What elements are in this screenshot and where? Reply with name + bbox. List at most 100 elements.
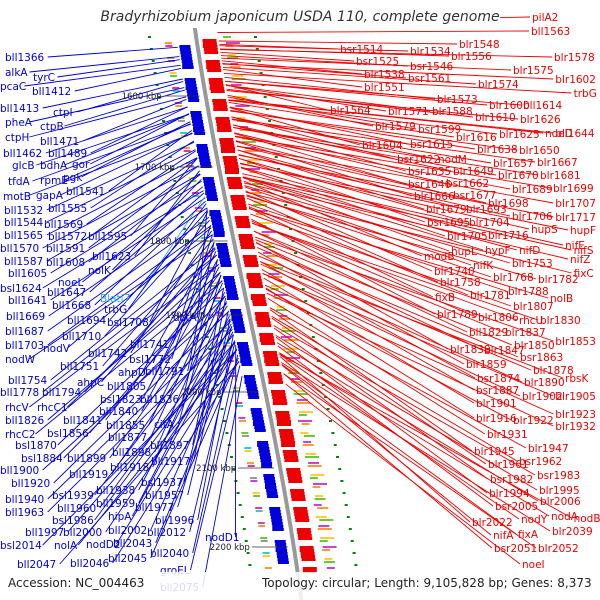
tick-dot: [314, 348, 318, 350]
tick-dot: [183, 228, 187, 230]
label-connector: [90, 157, 198, 237]
label-connector: [260, 263, 523, 383]
gene-label: blr1657: [493, 158, 534, 170]
forward-strand-gene: [235, 219, 250, 222]
forward-strand-gene: [244, 264, 259, 267]
label-connector: [218, 40, 458, 45]
forward-strand-gene: [226, 177, 241, 180]
tick-dot: [326, 408, 330, 410]
label-connector: [234, 135, 552, 189]
reverse-strand-gene: [260, 456, 271, 459]
gene-label: bll1754: [8, 375, 48, 387]
label-connector: [196, 208, 208, 318]
label-connector: [149, 211, 209, 323]
forward-strand-gene: [291, 495, 306, 498]
gene-label: blr1901: [476, 398, 517, 410]
accession-text: Accession: NC_004463: [8, 576, 144, 590]
feature-mark: [183, 150, 191, 152]
forward-strand-gene: [281, 441, 296, 447]
feature-mark: [308, 462, 320, 464]
gene-label: blr1717: [555, 212, 596, 224]
tick-dot: [190, 264, 194, 266]
reverse-strand-gene: [184, 78, 196, 81]
gene-label: nolB: [550, 293, 573, 305]
label-connector: [251, 222, 539, 321]
gene-label: blr1768: [493, 272, 534, 284]
label-connector: [47, 272, 221, 421]
label-connector: [281, 364, 517, 535]
feature-mark: [263, 252, 272, 254]
feature-mark: [253, 201, 265, 203]
gene-label: blr1551: [364, 82, 405, 94]
gene-label: blr1807: [513, 301, 554, 313]
label-connector: [279, 356, 471, 523]
gene-label: ctpB: [40, 121, 64, 133]
reverse-strand-gene: [179, 45, 191, 48]
label-connector: [48, 207, 208, 317]
gene-label: bsl1939: [52, 490, 94, 502]
tick-dot: [352, 552, 356, 554]
label-connector: [88, 174, 201, 263]
label-connector: [225, 80, 522, 106]
forward-strand-gene: [247, 276, 262, 279]
gene-label: blr1789: [437, 309, 478, 321]
tick-dot: [180, 216, 184, 218]
forward-strand-gene: [206, 66, 221, 69]
forward-strand-gene: [236, 225, 251, 228]
reverse-strand-gene: [179, 48, 191, 51]
label-connector: [29, 56, 180, 73]
gene-label: bsr1646: [408, 179, 451, 191]
reverse-strand-gene: [274, 540, 286, 543]
forward-strand-gene: [291, 498, 306, 501]
gene-label: blr1588: [432, 106, 473, 118]
label-connector: [233, 127, 497, 176]
gene-label: bll1570: [0, 243, 39, 255]
feature-mark: [309, 477, 318, 479]
label-connector: [248, 206, 469, 296]
forward-strand-gene: [263, 354, 278, 357]
gene-label: fixB: [435, 292, 455, 304]
label-connector: [77, 80, 184, 113]
forward-strand-gene: [215, 117, 230, 120]
gene-label: hupL: [451, 246, 477, 258]
gene-label: bll1741: [130, 339, 169, 351]
gene-label: blr1859: [466, 359, 507, 371]
label-connector: [99, 326, 233, 509]
tick-dot: [198, 300, 202, 302]
feature-mark: [239, 420, 246, 422]
gene-label: bll1900: [0, 465, 39, 477]
tick-dot: [263, 96, 267, 98]
reverse-strand-gene: [230, 312, 242, 315]
feature-mark: [305, 453, 317, 455]
label-connector: [265, 287, 475, 419]
label-connector: [259, 261, 564, 379]
label-connector: [246, 197, 439, 283]
feature-mark: [281, 330, 296, 332]
gene-label: bll1938: [96, 485, 135, 497]
tick-dot: [286, 216, 290, 218]
tick-dot: [259, 72, 263, 74]
reverse-strand-gene: [182, 66, 194, 69]
feature-mark: [204, 252, 212, 254]
feature-mark: [213, 297, 221, 299]
label-connector: [192, 287, 225, 446]
gene-label: blr1704: [469, 217, 510, 229]
forward-strand-gene: [220, 144, 235, 147]
feature-mark: [247, 159, 262, 161]
gene-label: nifS: [574, 245, 594, 257]
feature-mark: [216, 312, 224, 314]
label-connector: [46, 157, 198, 236]
forward-strand-gene: [223, 162, 238, 165]
feature-mark: [293, 393, 308, 395]
gene-label: rhcC2: [5, 429, 36, 441]
gene-label: blr1945: [474, 446, 515, 458]
reverse-strand-gene: [181, 57, 193, 60]
feature-mark: [298, 414, 307, 416]
forward-strand-gene: [275, 414, 290, 417]
label-connector: [234, 132, 445, 184]
label-connector: [242, 177, 450, 252]
forward-strand-gene: [287, 477, 302, 480]
feature-mark: [230, 84, 242, 86]
gene-label: bll1791: [145, 366, 184, 378]
gene-label: blr1689: [512, 184, 553, 196]
